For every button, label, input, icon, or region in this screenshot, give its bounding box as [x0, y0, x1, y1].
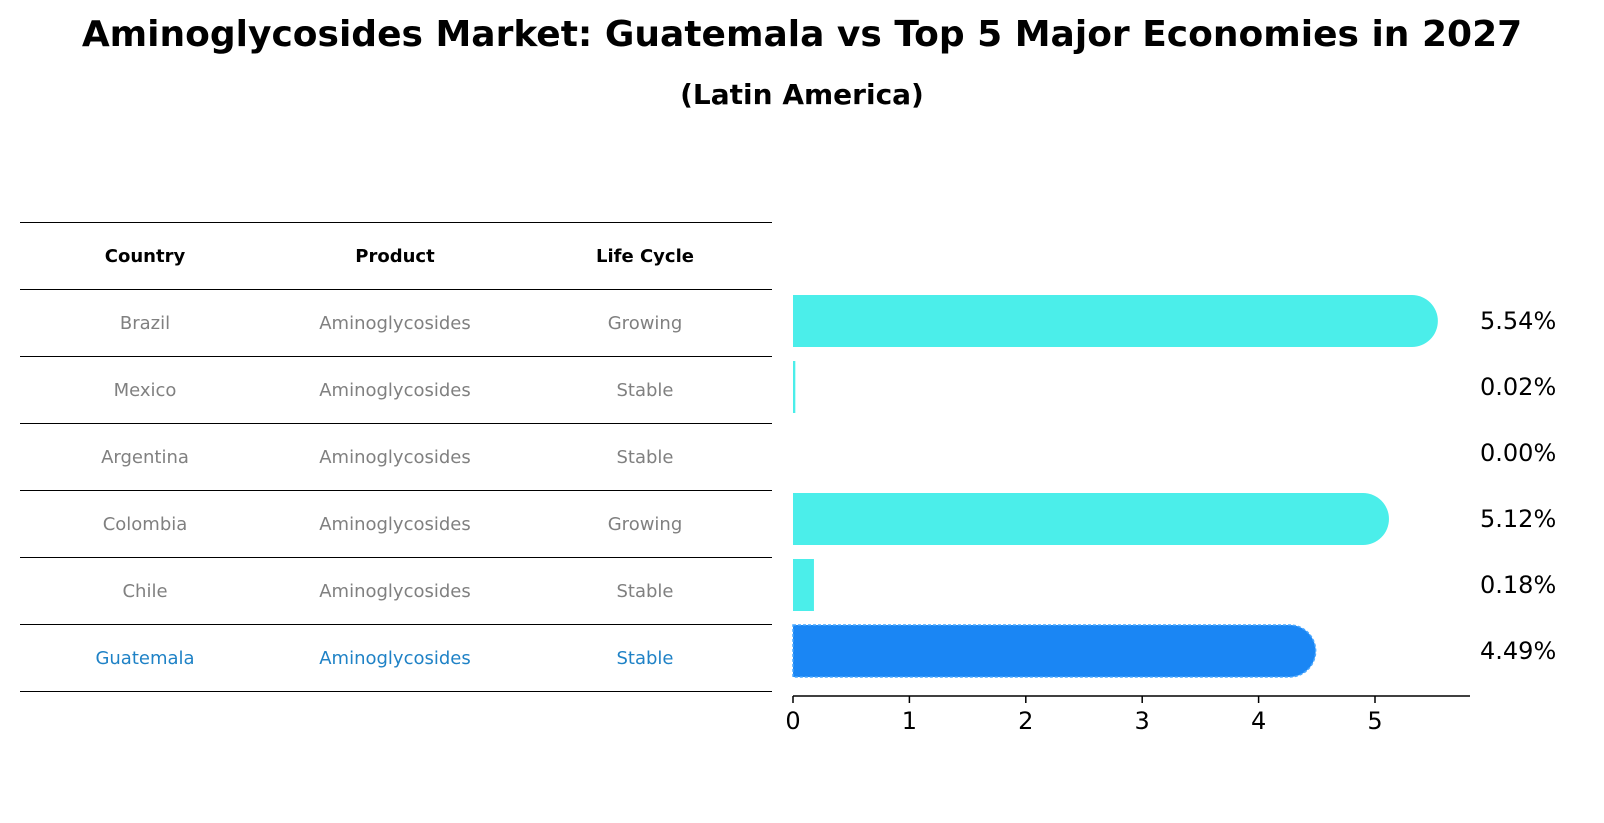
country-cell: Brazil — [119, 312, 171, 334]
x-tick-label: 1 — [902, 707, 917, 735]
value-label: 0.02% — [1480, 373, 1556, 401]
header-life-cycle: Life Cycle — [596, 245, 694, 267]
life-cycle-cell: Growing — [607, 513, 683, 535]
product-cell: Aminoglycosides — [319, 312, 471, 334]
x-tick-label: 0 — [785, 707, 800, 735]
country-cell: Guatemala — [95, 647, 195, 669]
product-cell: Aminoglycosides — [319, 446, 471, 468]
product-cell: Aminoglycosides — [319, 379, 471, 401]
country-cell: Argentina — [101, 446, 189, 468]
product-cell: Aminoglycosides — [319, 513, 471, 535]
table-row: Argentina Aminoglycosides Stable — [20, 423, 772, 490]
table-row: Chile Aminoglycosides Stable — [20, 557, 772, 624]
life-cycle-cell: Stable — [616, 580, 674, 602]
header-product: Product — [355, 245, 435, 267]
value-label: 5.12% — [1480, 505, 1556, 533]
bar-colombia — [793, 493, 1389, 545]
table-header-row: Country Product Life Cycle — [20, 222, 772, 289]
country-cell: Mexico — [113, 379, 177, 401]
value-label: 0.18% — [1480, 571, 1556, 599]
x-tick-label: 3 — [1135, 707, 1150, 735]
value-label: 0.00% — [1480, 439, 1556, 467]
life-cycle-cell: Stable — [616, 446, 674, 468]
table-row-highlight: Guatemala Aminoglycosides Stable — [20, 624, 772, 692]
value-label: 5.54% — [1480, 307, 1556, 335]
bar-brazil — [793, 295, 1438, 347]
life-cycle-cell: Growing — [607, 312, 683, 334]
bar-mexico — [793, 361, 796, 413]
life-cycle-cell: Stable — [616, 647, 674, 669]
product-cell: Aminoglycosides — [319, 647, 471, 669]
value-label: 4.49% — [1480, 637, 1556, 665]
product-cell: Aminoglycosides — [319, 580, 471, 602]
table-row: Brazil Aminoglycosides Growing — [20, 289, 772, 356]
x-tick-label: 5 — [1367, 707, 1382, 735]
country-cell: Colombia — [102, 513, 188, 535]
chart-title: Aminoglycosides Market: Guatemala vs Top… — [81, 14, 1523, 55]
country-cell: Chile — [122, 580, 168, 602]
data-table: Country Product Life Cycle Brazil Aminog… — [20, 222, 772, 692]
x-tick-label: 4 — [1251, 707, 1266, 735]
bar-chile — [793, 559, 814, 611]
table-row: Mexico Aminoglycosides Stable — [20, 356, 772, 423]
table-row: Colombia Aminoglycosides Growing — [20, 490, 772, 557]
x-tick-label: 2 — [1018, 707, 1033, 735]
header-country: Country — [104, 245, 186, 267]
bar-guatemala — [793, 625, 1316, 677]
chart-subtitle: (Latin America) — [680, 78, 924, 111]
life-cycle-cell: Stable — [616, 379, 674, 401]
bar-highlight-outline — [792, 624, 1317, 678]
